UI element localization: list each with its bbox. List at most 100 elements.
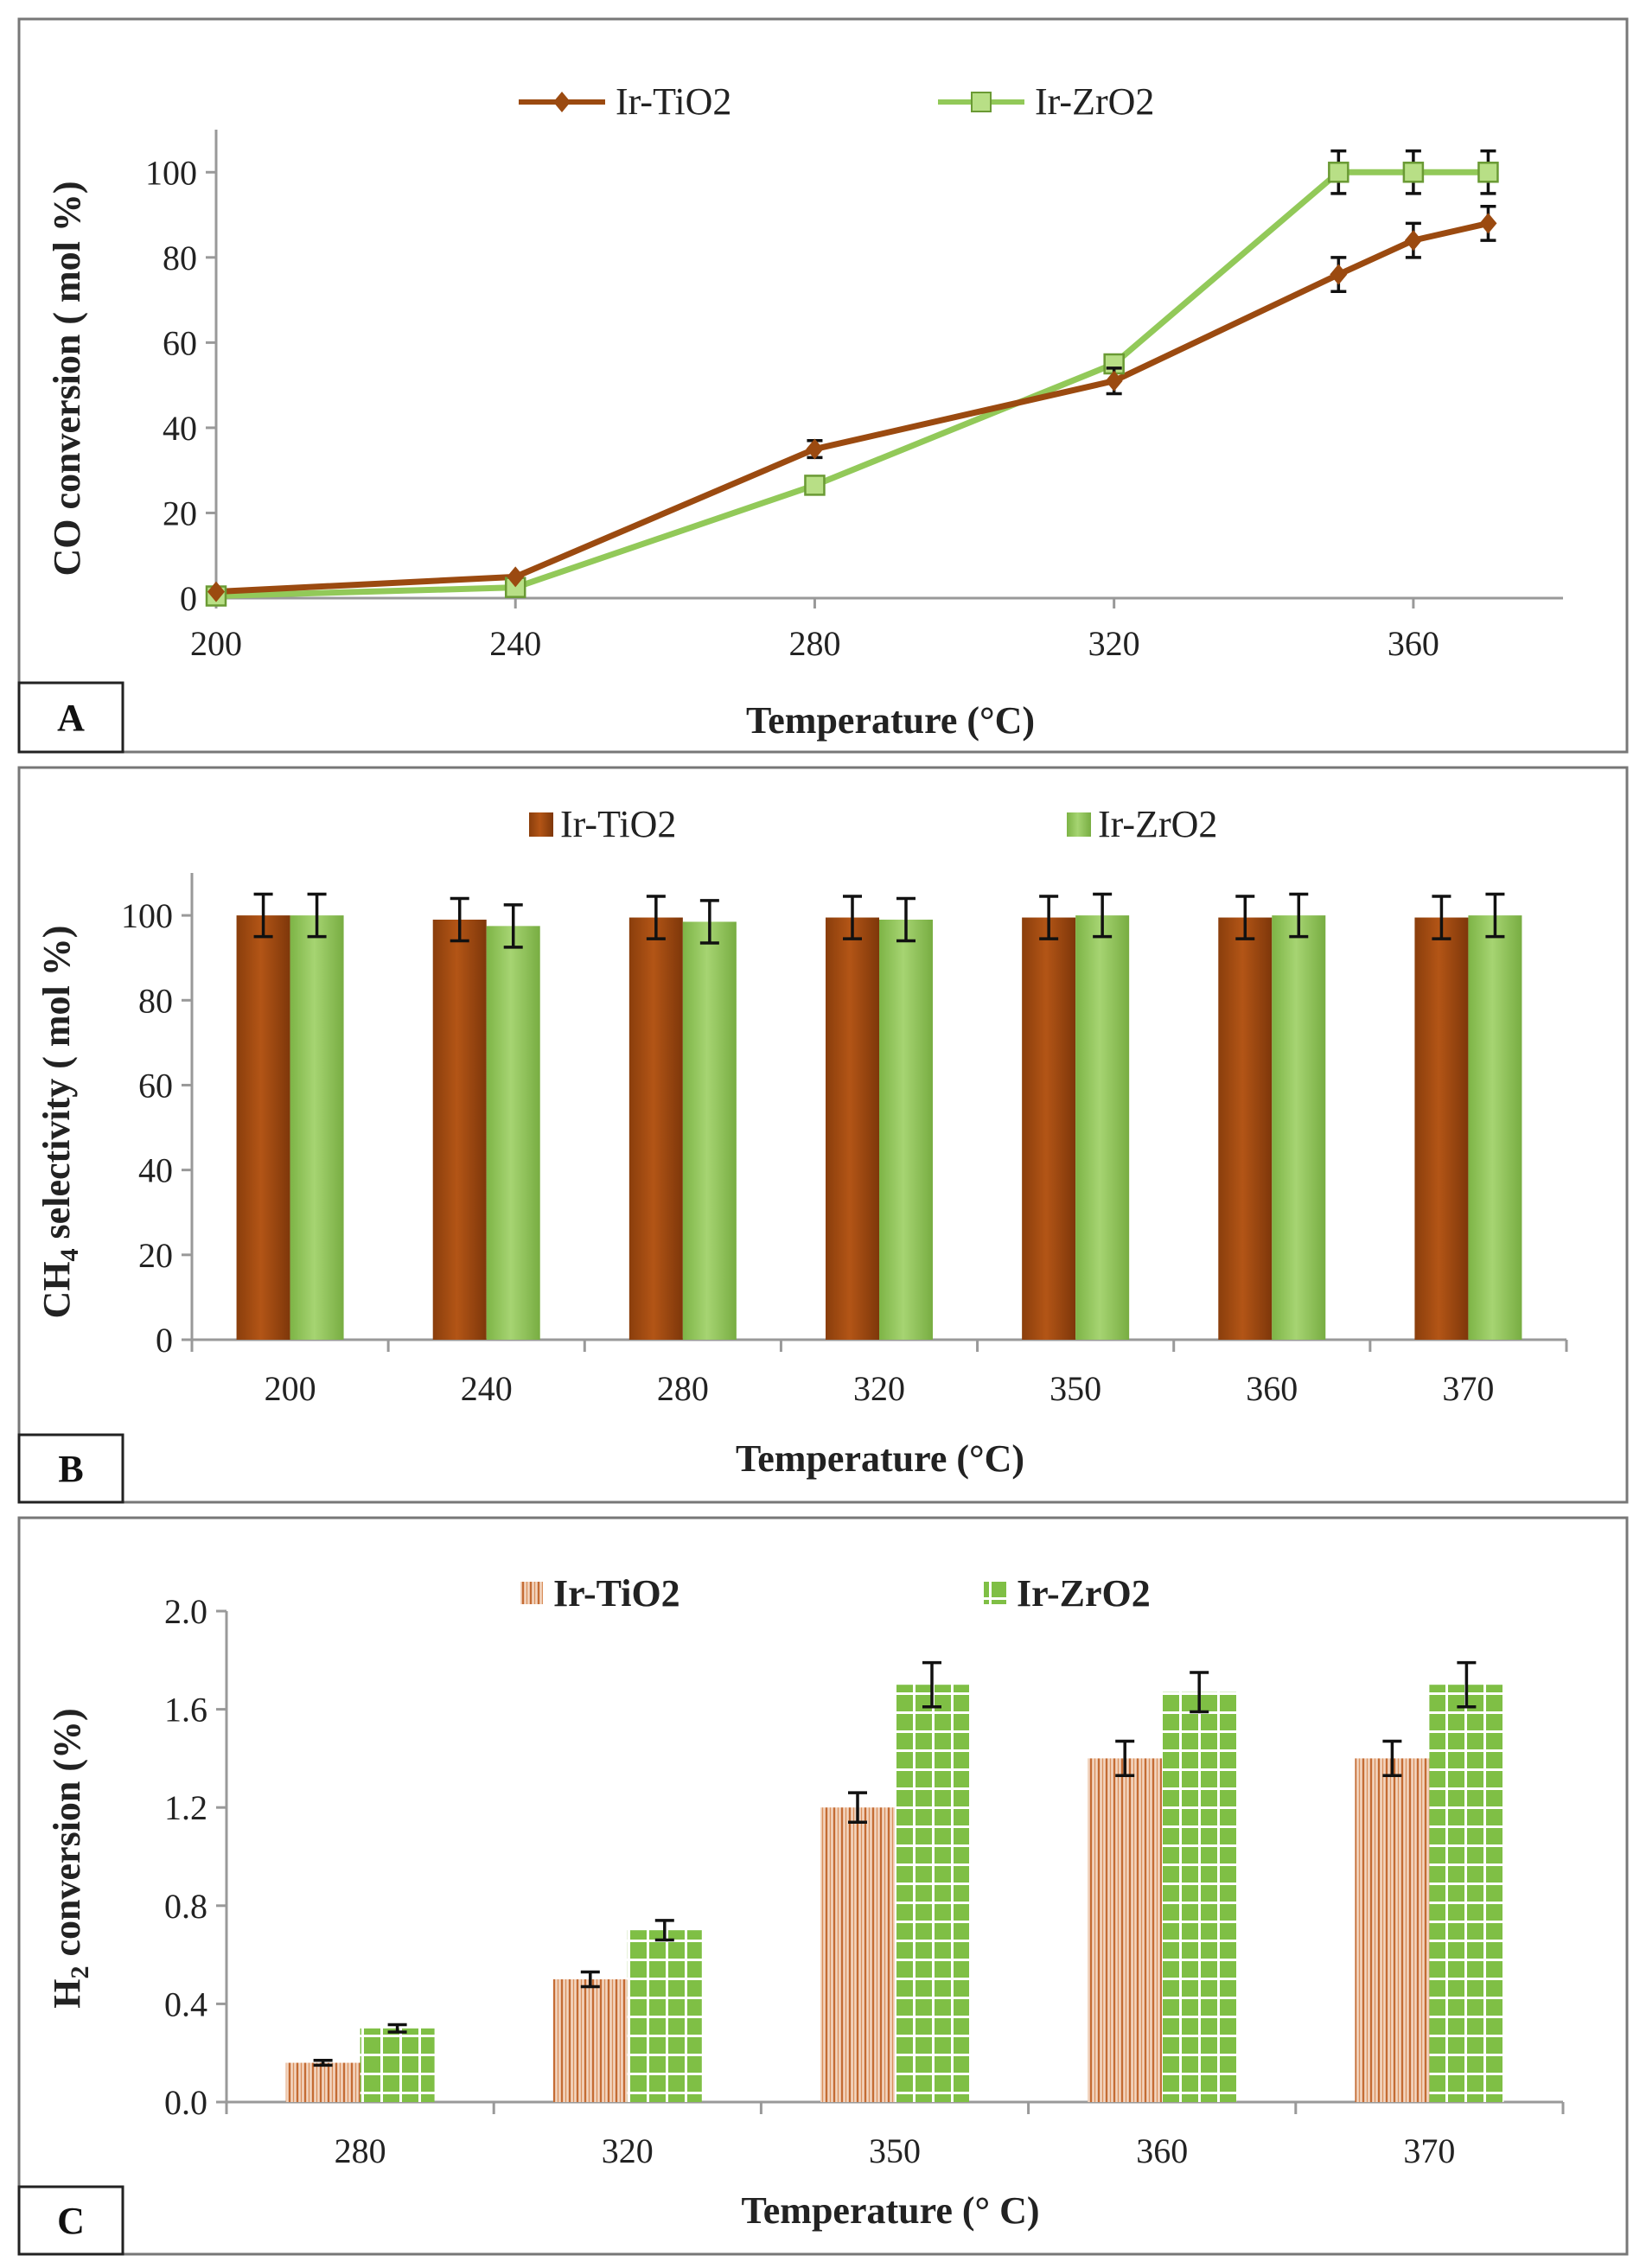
bar-ir-tio2 [1355,1758,1430,2102]
bar-ir-zro2 [895,1685,969,2102]
bar-ir-zro2 [1468,915,1522,1340]
bar-ir-tio2 [1218,917,1273,1340]
panel-c-frame [17,1516,1629,2256]
y-title-main: H [46,1978,88,2008]
panel-c-label-box [17,2185,124,2256]
y-tick-label: 0.8 [164,1887,207,1926]
y-title-subscript: 2 [66,1965,94,1978]
x-tick-label: 350 [869,2131,921,2170]
panel-b-letter: B [58,1448,83,1490]
bar-ir-zro2 [627,1930,702,2102]
y-title-rest: selectivity ( mol %) [35,926,78,1249]
legend-b-zr-label: Ir-ZrO2 [1098,803,1217,845]
bar-ir-zro2 [290,915,344,1340]
bar-ir-zro2 [1429,1685,1504,2102]
y-tick-label: 0 [180,579,197,618]
x-tick-label: 360 [1246,1369,1298,1408]
panel-c-letter: C [57,2200,85,2242]
data-point-ir-tio2 [207,581,225,602]
data-point-ir-zro2 [804,475,826,496]
y-tick-label: 0 [156,1321,173,1360]
bar-ir-zro2 [1272,915,1326,1340]
x-tick-label: 280 [788,624,840,663]
bar-ir-zro2 [1075,915,1130,1340]
panel-a-legend: Ir-TiO2 Ir-ZrO2 [519,80,1154,123]
panel-b: B Ir-TiO2 Ir-ZrO2 0 20 40 60 80 100 200 240 280 3… [17,766,1629,1504]
bar-ir-tio2 [552,1979,628,2102]
bar-ir-tio2 [1414,917,1469,1340]
bar-ir-tio2 [1022,917,1076,1340]
panel-b-x-axis-title: Temperature (°C) [736,1437,1024,1480]
legend-b-ti-swatch [529,812,553,837]
panel-b-axes: 0 20 40 60 80 100 200 240 280 320 350 360 370 [121,873,1568,1408]
bar-ir-tio2 [236,915,290,1340]
x-tick-label: 240 [489,624,541,663]
legend-a-ti-marker [553,92,571,112]
x-tick-label: 370 [1403,2131,1455,2170]
y-tick-label: 2.0 [164,1592,207,1631]
series-line-ir-tio2 [215,220,1490,596]
panel-c-x-axis-title: Temperature (° C) [741,2189,1039,2232]
x-tick-label: 360 [1388,624,1439,663]
y-tick-label: 80 [138,981,173,1020]
x-tick-label: 370 [1442,1369,1494,1408]
y-tick-label: 20 [163,494,197,532]
y-tick-label: 80 [163,239,197,277]
panel-a-x-axis-title: Temperature (°C) [746,699,1035,742]
x-tick-label: 350 [1049,1369,1101,1408]
data-point-ir-tio2 [1105,370,1123,392]
bar-ir-zro2 [1162,1691,1237,2102]
data-point-ir-tio2 [1404,230,1422,252]
y-tick-label: 20 [138,1236,173,1275]
bar-ir-zro2 [879,920,933,1340]
legend-c-ti-label: Ir-TiO2 [553,1572,680,1615]
legend-a-zr-label: Ir-ZrO2 [1035,80,1154,123]
legend-c-zr-label: Ir-ZrO2 [1017,1572,1151,1615]
panel-c-legend: Ir-TiO2 Ir-ZrO2 [520,1572,1151,1615]
panel-a-marks [205,149,1499,607]
legend-b-ti-label: Ir-TiO2 [560,803,676,845]
legend-b-zr-swatch [1067,812,1091,837]
bar-ir-zro2 [682,921,737,1340]
y-tick-label: 100 [145,153,197,192]
x-tick-label: 320 [1088,624,1140,663]
x-tick-label: 280 [335,2131,386,2170]
y-title-main: CH [35,1261,78,1318]
x-tick-label: 280 [657,1369,709,1408]
y-tick-label: 60 [163,323,197,362]
panel-a-axes: 0 20 40 60 80 100 200 240 280 320 360 [145,130,1563,663]
bar-ir-tio2 [820,1807,895,2102]
y-tick-label: 40 [138,1151,173,1190]
data-point-ir-tio2 [806,438,824,460]
data-point-ir-tio2 [507,566,525,588]
data-point-ir-zro2 [1477,162,1499,183]
panel-a-label-box [17,681,124,754]
y-tick-label: 0.4 [164,1984,207,2023]
panel-a-letter: A [57,697,85,739]
bar-ir-zro2 [360,2028,435,2102]
bar-ir-tio2 [826,917,879,1340]
series-line-ir-zro2 [215,169,1489,600]
panel-b-frame [17,766,1629,1504]
bar-ir-tio2 [432,920,487,1340]
y-tick-label: 60 [138,1066,173,1105]
bar-ir-zro2 [486,926,540,1340]
panel-b-legend: Ir-TiO2 Ir-ZrO2 [529,803,1217,845]
x-tick-label: 320 [602,2131,654,2170]
y-tick-label: 1.6 [164,1691,207,1730]
y-tick-label: 40 [163,409,197,448]
panel-b-y-axis-title: CH4 selectivity ( mol %) [35,926,84,1319]
panel-c-y-axis-title: H2 conversion (%) [46,1708,94,2008]
panel-b-label-box [17,1433,124,1504]
legend-c-zr-swatch [984,1582,1006,1604]
panel-a-frame [17,17,1629,754]
x-tick-label: 320 [853,1369,905,1408]
x-tick-label: 240 [461,1369,513,1408]
data-point-ir-zro2 [1402,162,1425,183]
legend-c-ti-swatch [520,1582,543,1604]
data-point-ir-zro2 [1328,162,1349,183]
x-tick-label: 360 [1136,2131,1188,2170]
data-point-ir-tio2 [1479,213,1497,234]
x-tick-label: 200 [190,624,242,663]
